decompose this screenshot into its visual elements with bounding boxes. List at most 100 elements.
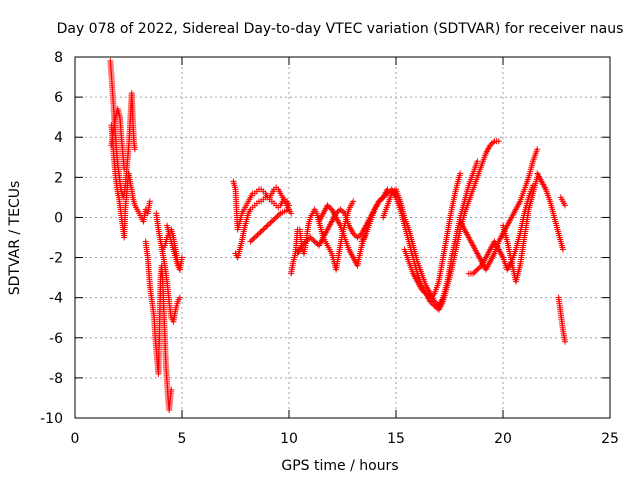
data-point-fill: [301, 239, 308, 246]
data-point-fill: [546, 196, 553, 203]
data-point: [268, 218, 275, 225]
data-point-fill: [238, 212, 245, 219]
data-point-fill: [116, 200, 123, 207]
data-point: [256, 230, 263, 237]
data-point-fill: [516, 232, 523, 239]
data-point-fill: [323, 228, 330, 235]
data-point-fill: [300, 241, 307, 248]
series-seg-g2: [555, 294, 569, 345]
data-point-fill: [121, 164, 128, 171]
data-point-fill: [313, 239, 320, 246]
data-point: [427, 294, 434, 301]
data-point-fill: [261, 225, 268, 232]
data-point-fill: [550, 212, 557, 219]
data-point-fill: [508, 256, 515, 263]
data-point-fill: [469, 172, 476, 179]
data-point-fill: [358, 244, 365, 251]
data-point-fill: [236, 220, 243, 227]
data-point-fill: [432, 300, 439, 307]
data-point-fill: [340, 209, 347, 216]
data-point-fill: [405, 256, 412, 263]
data-point-fill: [289, 260, 296, 267]
data-point-fill: [493, 138, 500, 145]
data-point-fill: [422, 280, 429, 287]
data-point-fill: [456, 172, 463, 179]
data-point: [354, 234, 361, 241]
data-point-fill: [267, 219, 274, 226]
data-point-fill: [128, 184, 135, 191]
data-point-fill: [345, 244, 352, 251]
y-tick-label: -10: [40, 411, 63, 427]
data-point-fill: [178, 256, 185, 263]
data-point-fill: [165, 228, 172, 235]
data-point-fill: [244, 212, 251, 219]
data-point-fill: [332, 212, 339, 219]
data-point-fill: [533, 148, 540, 155]
data-point-fill: [486, 248, 493, 255]
data-point-fill: [110, 128, 117, 135]
data-point-fill: [448, 256, 455, 263]
data-point-fill: [238, 240, 245, 247]
data-point-fill: [460, 200, 467, 207]
data-point-fill: [472, 267, 479, 274]
data-point-fill: [325, 203, 332, 210]
data-point-fill: [420, 287, 427, 294]
data-point-fill: [127, 180, 134, 187]
data-point-fill: [135, 208, 142, 215]
x-tick-label: 0: [71, 431, 80, 447]
data-point-fill: [169, 244, 176, 251]
data-point-fill: [409, 240, 416, 247]
data-point-fill: [239, 208, 246, 215]
data-point: [307, 234, 314, 241]
data-point-fill: [267, 192, 274, 199]
data-point-fill: [269, 188, 276, 195]
data-point-fill: [541, 184, 548, 191]
y-tick-label: 0: [54, 210, 63, 226]
data-point-fill: [439, 256, 446, 263]
x-axis-label: GPS time / hours: [281, 458, 398, 474]
data-point-fill: [559, 324, 566, 331]
data-point-fill: [471, 269, 478, 276]
data-point-fill: [460, 224, 467, 231]
data-point-fill: [253, 233, 260, 240]
chart-title: Day 078 of 2022, Sidereal Day-to-day VTE…: [57, 21, 624, 37]
data-point-fill: [464, 232, 471, 239]
data-point-fill: [304, 237, 311, 244]
y-tick-label: -6: [49, 331, 63, 347]
data-point: [337, 206, 344, 213]
data-point-fill: [254, 231, 261, 238]
data-point-fill: [242, 220, 249, 227]
data-point-fill: [317, 224, 324, 231]
data-point: [260, 226, 267, 233]
data-point-fill: [250, 235, 257, 242]
data-point-fill: [308, 235, 315, 242]
data-point-fill: [345, 220, 352, 227]
data-point-fill: [559, 244, 566, 251]
data-point-fill: [355, 233, 362, 240]
y-tick-label: -8: [49, 371, 63, 387]
data-point-fill: [417, 268, 424, 275]
data-point-fill: [319, 236, 326, 243]
data-point-fill: [168, 388, 175, 395]
data-point-fill: [319, 212, 326, 219]
data-point-fill: [390, 189, 397, 196]
series-seg-b4: [164, 222, 183, 273]
data-point-fill: [524, 176, 531, 183]
data-point-fill: [490, 252, 497, 259]
data-point-fill: [113, 180, 120, 187]
data-point-fill: [167, 236, 174, 243]
data-point-fill: [537, 176, 544, 183]
data-point-fill: [174, 300, 181, 307]
data-point-fill: [327, 248, 334, 255]
data-point-fill: [126, 172, 133, 179]
data-point-fill: [529, 160, 536, 167]
data-point: [264, 222, 271, 229]
data-point-fill: [172, 308, 179, 315]
data-point-fill: [396, 196, 403, 203]
data-point-fill: [503, 236, 510, 243]
data-point-fill: [529, 192, 536, 199]
data-point-fill: [499, 252, 506, 259]
data-point-fill: [520, 188, 527, 195]
data-point-fill: [377, 197, 384, 204]
y-tick-label: -4: [49, 291, 63, 307]
